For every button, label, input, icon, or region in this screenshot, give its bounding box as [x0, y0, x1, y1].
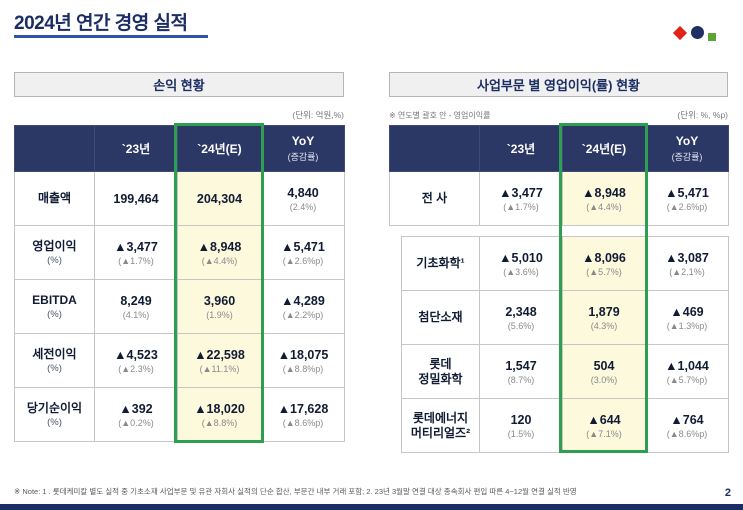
segment-unit-note: (단위: %, %p)	[677, 110, 728, 120]
segment-section-title: 사업부문 별 영업이익(률) 현황	[389, 72, 728, 97]
pl-header-row: `23년 `24년(E) YoY (증감률)	[14, 125, 345, 172]
value-cell: ▲17,628 (▲8.6%p)	[261, 387, 345, 442]
row-label-cell: EBITDA (%)	[14, 279, 95, 334]
value-cell-highlight: ▲18,020 (▲8.8%)	[177, 387, 262, 442]
table-row: 롯데에너지 머티리얼즈² 120 (1.5%) ▲644 (▲7.1%) ▲764(…	[401, 398, 729, 453]
logo-square-icon	[708, 33, 716, 41]
value-cell-highlight: ▲644 (▲7.1%)	[562, 398, 646, 453]
row-label-cell: 기초화학¹	[401, 236, 480, 291]
segment-header-row: `23년 `24년(E) YoY (증감률)	[389, 125, 729, 172]
pl-panel: 손익 현황 (단위: 억원,%) `23년 `24년(E) YoY (증감률)	[14, 72, 345, 443]
table-row: EBITDA (%) 8,249 (4.1%) 3,960 (1.9%) ▲4,289…	[14, 279, 345, 334]
pl-section-title: 손익 현황	[14, 72, 344, 97]
pl-corner-cell	[14, 125, 95, 172]
logo-circle-icon	[691, 26, 704, 39]
pl-table: `23년 `24년(E) YoY (증감률) 매출액 199,464 204,3…	[14, 125, 345, 442]
value-cell: ▲18,075 (▲8.8%p)	[261, 333, 345, 388]
logo	[672, 24, 727, 44]
value-cell: 2,348 (5.6%)	[479, 290, 563, 345]
segment-corner-cell	[389, 125, 480, 172]
value-cell: ▲5,471 (▲2.6%p)	[645, 171, 729, 226]
value-cell-highlight: 3,960 (1.9%)	[177, 279, 262, 334]
segment-panel: 사업부문 별 영업이익(률) 현황 ※ 연도별 괄호 안 - 영업이익률 (단위…	[389, 72, 729, 453]
value-cell: ▲3,477 (▲1.7%)	[479, 171, 563, 226]
value-cell: ▲5,471 (▲2.6%p)	[261, 225, 345, 280]
footer-bar	[0, 504, 743, 510]
row-label-cell: 롯데 정밀화학	[401, 344, 480, 399]
table-row-total: 전 사 ▲3,477 (▲1.7%) ▲8,948 (▲4.4%) ▲5,471 (▲…	[389, 171, 729, 226]
segment-table: `23년 `24년(E) YoY (증감률) 전 사 ▲3,477 (▲1.7%)…	[389, 125, 729, 226]
value-cell: ▲5,010 (▲3.6%)	[479, 236, 563, 291]
value-cell: ▲1,044 (▲5.7%p)	[645, 344, 729, 399]
segment-col-23: `23년	[479, 125, 563, 172]
pl-unit-note: (단위: 억원,%)	[292, 110, 344, 120]
value-cell-highlight: 204,304	[177, 171, 262, 226]
value-cell: 8,249 (4.1%)	[94, 279, 178, 334]
value-cell-highlight: ▲8,096 (▲5.7%)	[562, 236, 646, 291]
value-cell: ▲392 (▲0.2%)	[94, 387, 178, 442]
value-cell-highlight: 1,879 (4.3%)	[562, 290, 646, 345]
segment-note: ※ 연도별 괄호 안 - 영업이익률	[389, 111, 491, 120]
row-label-cell: 영업이익 (%)	[14, 225, 95, 280]
row-label-cell: 세전이익 (%)	[14, 333, 95, 388]
row-label-cell: 매출액	[14, 171, 95, 226]
value-cell: ▲469 (▲1.3%p)	[645, 290, 729, 345]
value-cell-highlight: ▲22,598 (▲11.1%)	[177, 333, 262, 388]
value-cell: ▲4,289 (▲2.2%p)	[261, 279, 345, 334]
page-title: 2024년 연간 경영 실적	[14, 13, 188, 34]
segment-col-24: `24년(E)	[562, 125, 646, 172]
value-cell-highlight: ▲8,948 (▲4.4%)	[562, 171, 646, 226]
row-label-cell: 롯데에너지 머티리얼즈²	[401, 398, 480, 453]
logo-diamond-icon	[672, 25, 688, 41]
row-label-cell: 전 사	[389, 171, 480, 226]
pl-col-24: `24년(E)	[177, 125, 262, 172]
value-cell: 1,547 (8.7%)	[479, 344, 563, 399]
pl-col-yoy: YoY (증감률)	[261, 125, 345, 172]
table-row: 첨단소재 2,348 (5.6%) 1,879 (4.3%) ▲469 (▲1.3%p…	[401, 290, 729, 345]
value-cell: ▲4,523 (▲2.3%)	[94, 333, 178, 388]
pl-meta-row: (단위: 억원,%)	[14, 109, 344, 121]
value-cell-highlight: 504 (3.0%)	[562, 344, 646, 399]
value-cell: ▲3,087 (▲2.1%)	[645, 236, 729, 291]
table-row: 세전이익 (%) ▲4,523 (▲2.3%) ▲22,598 (▲11.1%) ▲1…	[14, 333, 345, 388]
table-row: 당기순이익 (%) ▲392 (▲0.2%) ▲18,020 (▲8.8%) ▲17,…	[14, 387, 345, 442]
value-cell: ▲3,477 (▲1.7%)	[94, 225, 178, 280]
segment-meta-row: ※ 연도별 괄호 안 - 영업이익률 (단위: %, %p)	[389, 109, 728, 121]
table-row: 매출액 199,464 204,304 4,840 (2.4%)	[14, 171, 345, 226]
value-cell: 4,840 (2.4%)	[261, 171, 345, 226]
value-cell-highlight: ▲8,948 (▲4.4%)	[177, 225, 262, 280]
table-row: 롯데 정밀화학 1,547 (8.7%) 504 (3.0%) ▲1,044 (▲5.…	[401, 344, 729, 399]
row-label-cell: 첨단소재	[401, 290, 480, 345]
title-underline	[14, 35, 208, 38]
value-cell: ▲764 (▲8.6%p)	[645, 398, 729, 453]
table-row: 기초화학¹ ▲5,010 (▲3.6%) ▲8,096 (▲5.7%) ▲3,087…	[401, 236, 729, 291]
page-number: 2	[724, 487, 731, 499]
segment-sub-table: 기초화학¹ ▲5,010 (▲3.6%) ▲8,096 (▲5.7%) ▲3,087…	[401, 236, 729, 453]
row-label-cell: 당기순이익 (%)	[14, 387, 95, 442]
footnote: ※ Note: 1 . 롯데케미칼 별도 실적 중 기초소재 사업부문 및 유관…	[14, 487, 577, 496]
pl-col-23: `23년	[94, 125, 178, 172]
value-cell: 199,464	[94, 171, 178, 226]
segment-col-yoy: YoY (증감률)	[645, 125, 729, 172]
value-cell: 120 (1.5%)	[479, 398, 563, 453]
table-row: 영업이익 (%) ▲3,477 (▲1.7%) ▲8,948 (▲4.4%) ▲5,4…	[14, 225, 345, 280]
